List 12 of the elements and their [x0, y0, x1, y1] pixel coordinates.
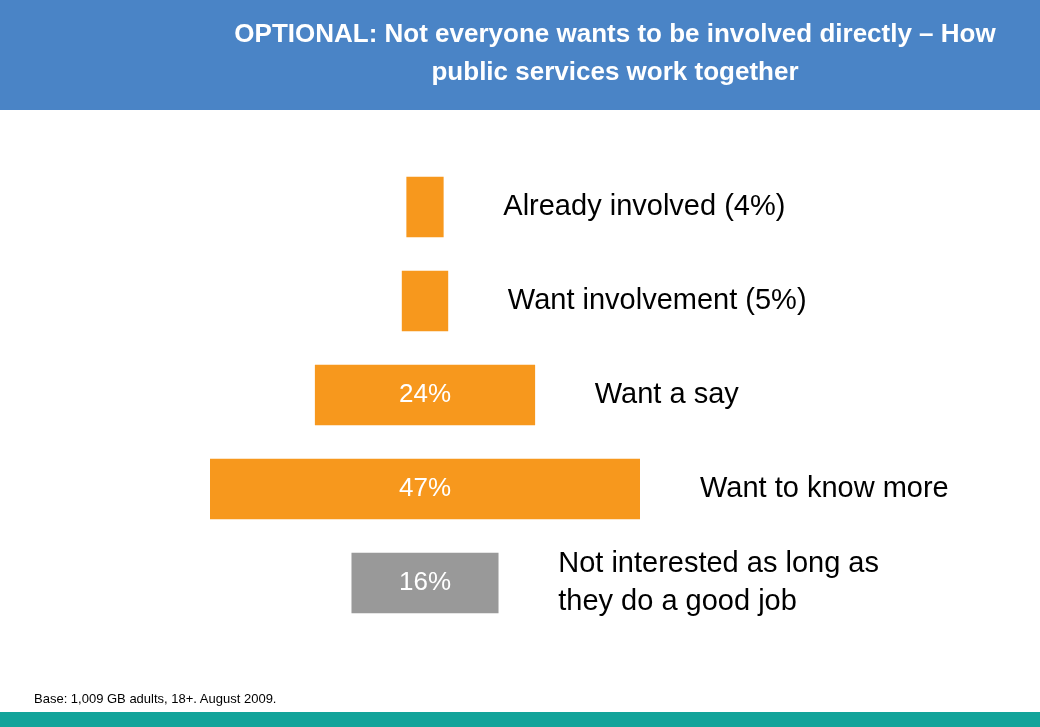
- data-label: 16%: [398, 566, 452, 597]
- text: Base: 1,009 GB adults, 18+. August 2009.: [34, 691, 277, 706]
- category-label: Not interested as long as they do a good job: [558, 546, 879, 616]
- text: OPTIONAL: Not everyone wants to be involved directly – How public services work together: [233, 17, 997, 88]
- data-label: 47%: [398, 472, 452, 503]
- data-label: (4%): [724, 189, 786, 221]
- data-label: 24%: [398, 378, 452, 409]
- category-label: Want involvement: [507, 283, 738, 315]
- category-label: Want to know more: [700, 471, 949, 503]
- data-label: (5%): [745, 283, 807, 315]
- category-label: Already involved: [503, 189, 717, 221]
- category-label: Want a say: [594, 377, 740, 409]
